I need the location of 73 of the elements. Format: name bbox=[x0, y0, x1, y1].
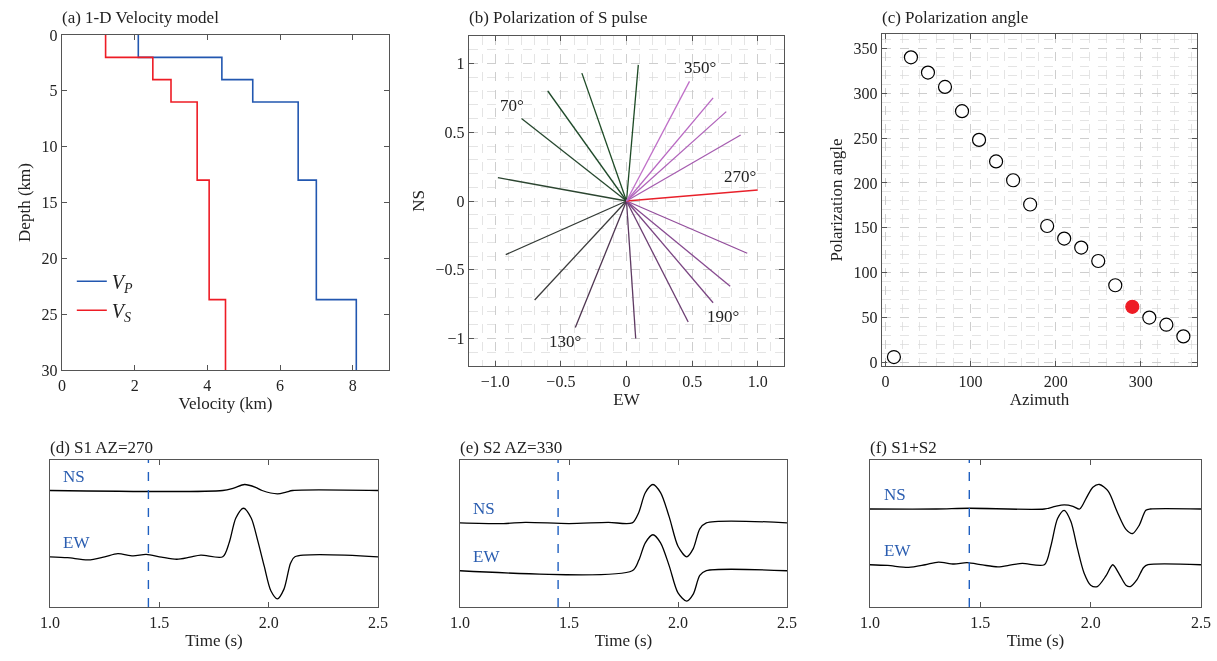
x-tick-label: 0 bbox=[881, 372, 890, 390]
legend-label: V$_{S}$ bbox=[111, 300, 132, 326]
series-label: NS bbox=[63, 467, 85, 486]
x-tick-label: 2.5 bbox=[368, 613, 388, 631]
y-axis-title: Depth (km) bbox=[15, 163, 35, 242]
x-tick-label: 1.5 bbox=[149, 613, 170, 631]
annotation: 350° bbox=[684, 58, 717, 77]
y-tick-label: 30 bbox=[41, 361, 58, 379]
y-tick-label: −1 bbox=[447, 330, 465, 348]
series-label: EW bbox=[473, 547, 501, 566]
y-tick-label: 10 bbox=[41, 138, 58, 156]
chart-title: (f) S1+S2 bbox=[870, 437, 937, 457]
annotation: 190° bbox=[707, 307, 740, 326]
y-tick-label: 20 bbox=[41, 249, 58, 267]
x-tick-label: 0 bbox=[622, 372, 631, 390]
y-tick-label: 0.5 bbox=[444, 123, 465, 141]
y-tick-label: 0 bbox=[869, 354, 878, 372]
x-tick-label: 1.0 bbox=[860, 613, 880, 631]
chart-title: (d) S1 AZ=270 bbox=[50, 437, 154, 457]
x-tick-label: 8 bbox=[348, 376, 357, 394]
x-tick-label: 1.5 bbox=[970, 613, 991, 631]
y-tick-label: 150 bbox=[853, 219, 878, 237]
x-tick-label: 1.0 bbox=[450, 613, 470, 631]
x-axis-title: EW bbox=[613, 389, 641, 409]
y-tick-label: 350 bbox=[853, 39, 878, 57]
x-tick-label: 2.5 bbox=[777, 613, 797, 631]
x-tick-label: −0.5 bbox=[546, 372, 576, 390]
x-tick-label: 0.5 bbox=[682, 372, 703, 390]
x-tick-label: 1.5 bbox=[559, 613, 579, 631]
x-axis-title: Time (s) bbox=[594, 630, 653, 650]
x-tick-label: 2.0 bbox=[258, 613, 279, 631]
y-tick-label: 5 bbox=[49, 82, 58, 100]
chart-title: (a) 1-D Velocity model bbox=[62, 7, 220, 27]
x-tick-label: 2.5 bbox=[1191, 613, 1211, 631]
chart-title: (b) Polarization of S pulse bbox=[469, 7, 648, 27]
x-tick-label: 2.0 bbox=[668, 613, 688, 631]
x-tick-label: 1.0 bbox=[747, 372, 768, 390]
x-tick-label: 200 bbox=[1043, 372, 1068, 390]
x-axis-title: Time (s) bbox=[1006, 630, 1065, 650]
annotation: 70° bbox=[500, 96, 524, 115]
y-tick-label: 250 bbox=[853, 129, 878, 147]
x-tick-label: 2 bbox=[130, 376, 139, 394]
x-tick-label: 1.0 bbox=[40, 613, 60, 631]
y-tick-label: 50 bbox=[861, 309, 878, 327]
x-axis-title: Velocity (km) bbox=[178, 393, 273, 413]
chart-title: (e) S2 AZ=330 bbox=[460, 437, 563, 457]
y-tick-label: 0 bbox=[456, 192, 465, 210]
chart-title: (c) Polarization angle bbox=[882, 7, 1029, 27]
x-axis-title: Time (s) bbox=[185, 630, 243, 650]
x-tick-label: 300 bbox=[1128, 372, 1153, 390]
x-tick-label: 100 bbox=[958, 372, 983, 390]
series-label: NS bbox=[473, 499, 495, 518]
series-label: EW bbox=[884, 541, 912, 560]
y-tick-label: −0.5 bbox=[435, 261, 465, 279]
y-axis-title: Polarization angle bbox=[827, 138, 847, 262]
y-tick-label: 25 bbox=[41, 305, 58, 323]
x-tick-label: 6 bbox=[276, 376, 284, 394]
y-tick-label: 300 bbox=[853, 84, 878, 102]
series-label: EW bbox=[63, 533, 91, 552]
y-tick-label: 200 bbox=[853, 174, 878, 192]
y-axis-title: NS bbox=[409, 190, 429, 212]
x-tick-label: −1.0 bbox=[480, 372, 510, 390]
y-tick-label: 1 bbox=[456, 55, 465, 73]
legend-label: V$_{P}$ bbox=[111, 271, 134, 297]
y-tick-label: 100 bbox=[853, 264, 878, 282]
x-tick-label: 4 bbox=[203, 376, 212, 394]
x-axis-title: Azimuth bbox=[1009, 389, 1070, 409]
y-tick-label: 15 bbox=[41, 194, 58, 212]
series-label: NS bbox=[884, 485, 906, 504]
x-tick-label: 2.0 bbox=[1080, 613, 1101, 631]
y-tick-label: 0 bbox=[49, 26, 58, 44]
annotation: 130° bbox=[549, 332, 582, 351]
annotation: 270° bbox=[724, 167, 757, 186]
